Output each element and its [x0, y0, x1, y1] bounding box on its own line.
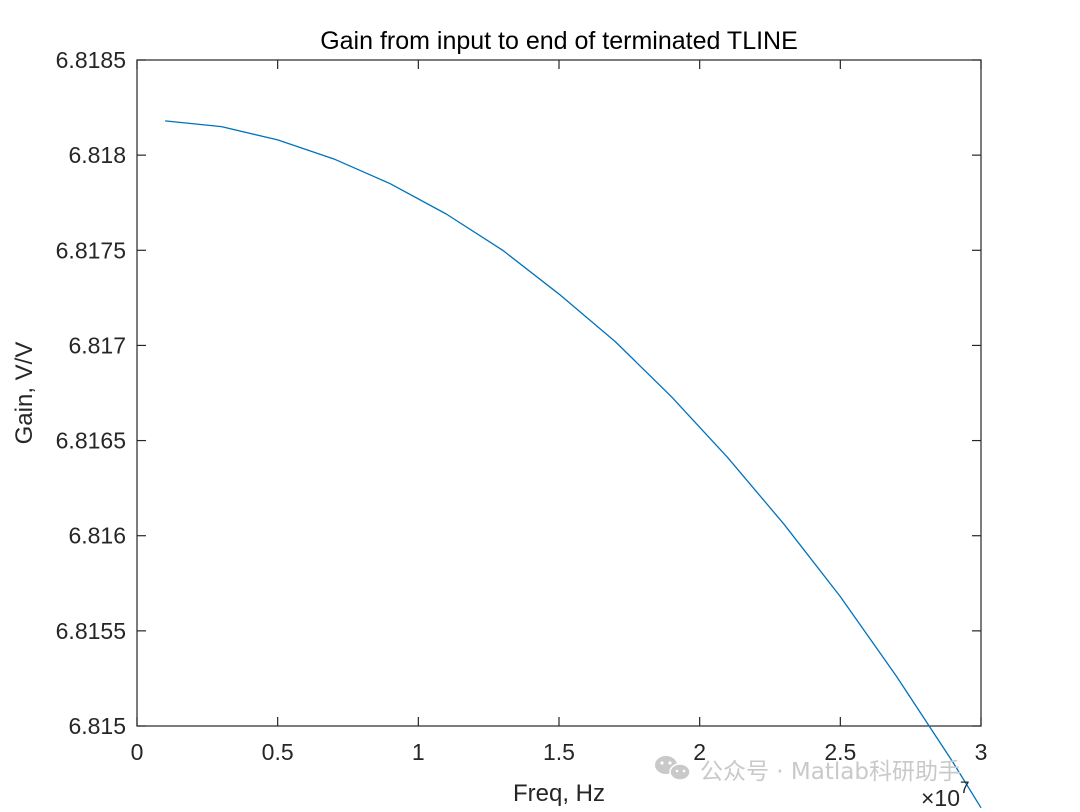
x-tick-label: 2.5 — [824, 739, 856, 765]
y-tick-label: 6.8155 — [56, 618, 126, 644]
y-tick-label: 6.815 — [68, 713, 126, 739]
x-tick-label: 0.5 — [262, 739, 294, 765]
x-axis-multiplier-exponent: 7 — [960, 778, 969, 797]
x-tick-label: 3 — [975, 739, 988, 765]
wechat-icon — [655, 756, 691, 781]
y-tick-label: 6.816 — [68, 523, 126, 549]
x-axis-title: Freq, Hz — [513, 780, 605, 807]
series-line — [165, 120, 982, 809]
y-tick-label: 6.8175 — [56, 237, 126, 263]
y-axis-title: Gain, V/V — [11, 342, 38, 445]
x-tick-label: 1.5 — [543, 739, 575, 765]
x-tick-label: 2 — [693, 739, 706, 765]
chart-title: Gain from input to end of terminated TLI… — [320, 27, 798, 55]
x-tick-label: 0 — [131, 739, 144, 765]
watermark-text: 公众号 · Matlab科研助手 — [700, 759, 961, 785]
y-tick-label: 6.817 — [68, 332, 126, 358]
x-axis-multiplier: ×10 — [921, 785, 960, 811]
y-tick-label: 6.818 — [68, 142, 126, 168]
y-tick-label: 6.8185 — [56, 47, 126, 73]
watermark: 公众号 · Matlab科研助手 — [655, 756, 961, 785]
y-tick-label: 6.8165 — [56, 428, 126, 454]
x-tick-label: 1 — [412, 739, 425, 765]
plot-area-frame — [136, 59, 982, 727]
